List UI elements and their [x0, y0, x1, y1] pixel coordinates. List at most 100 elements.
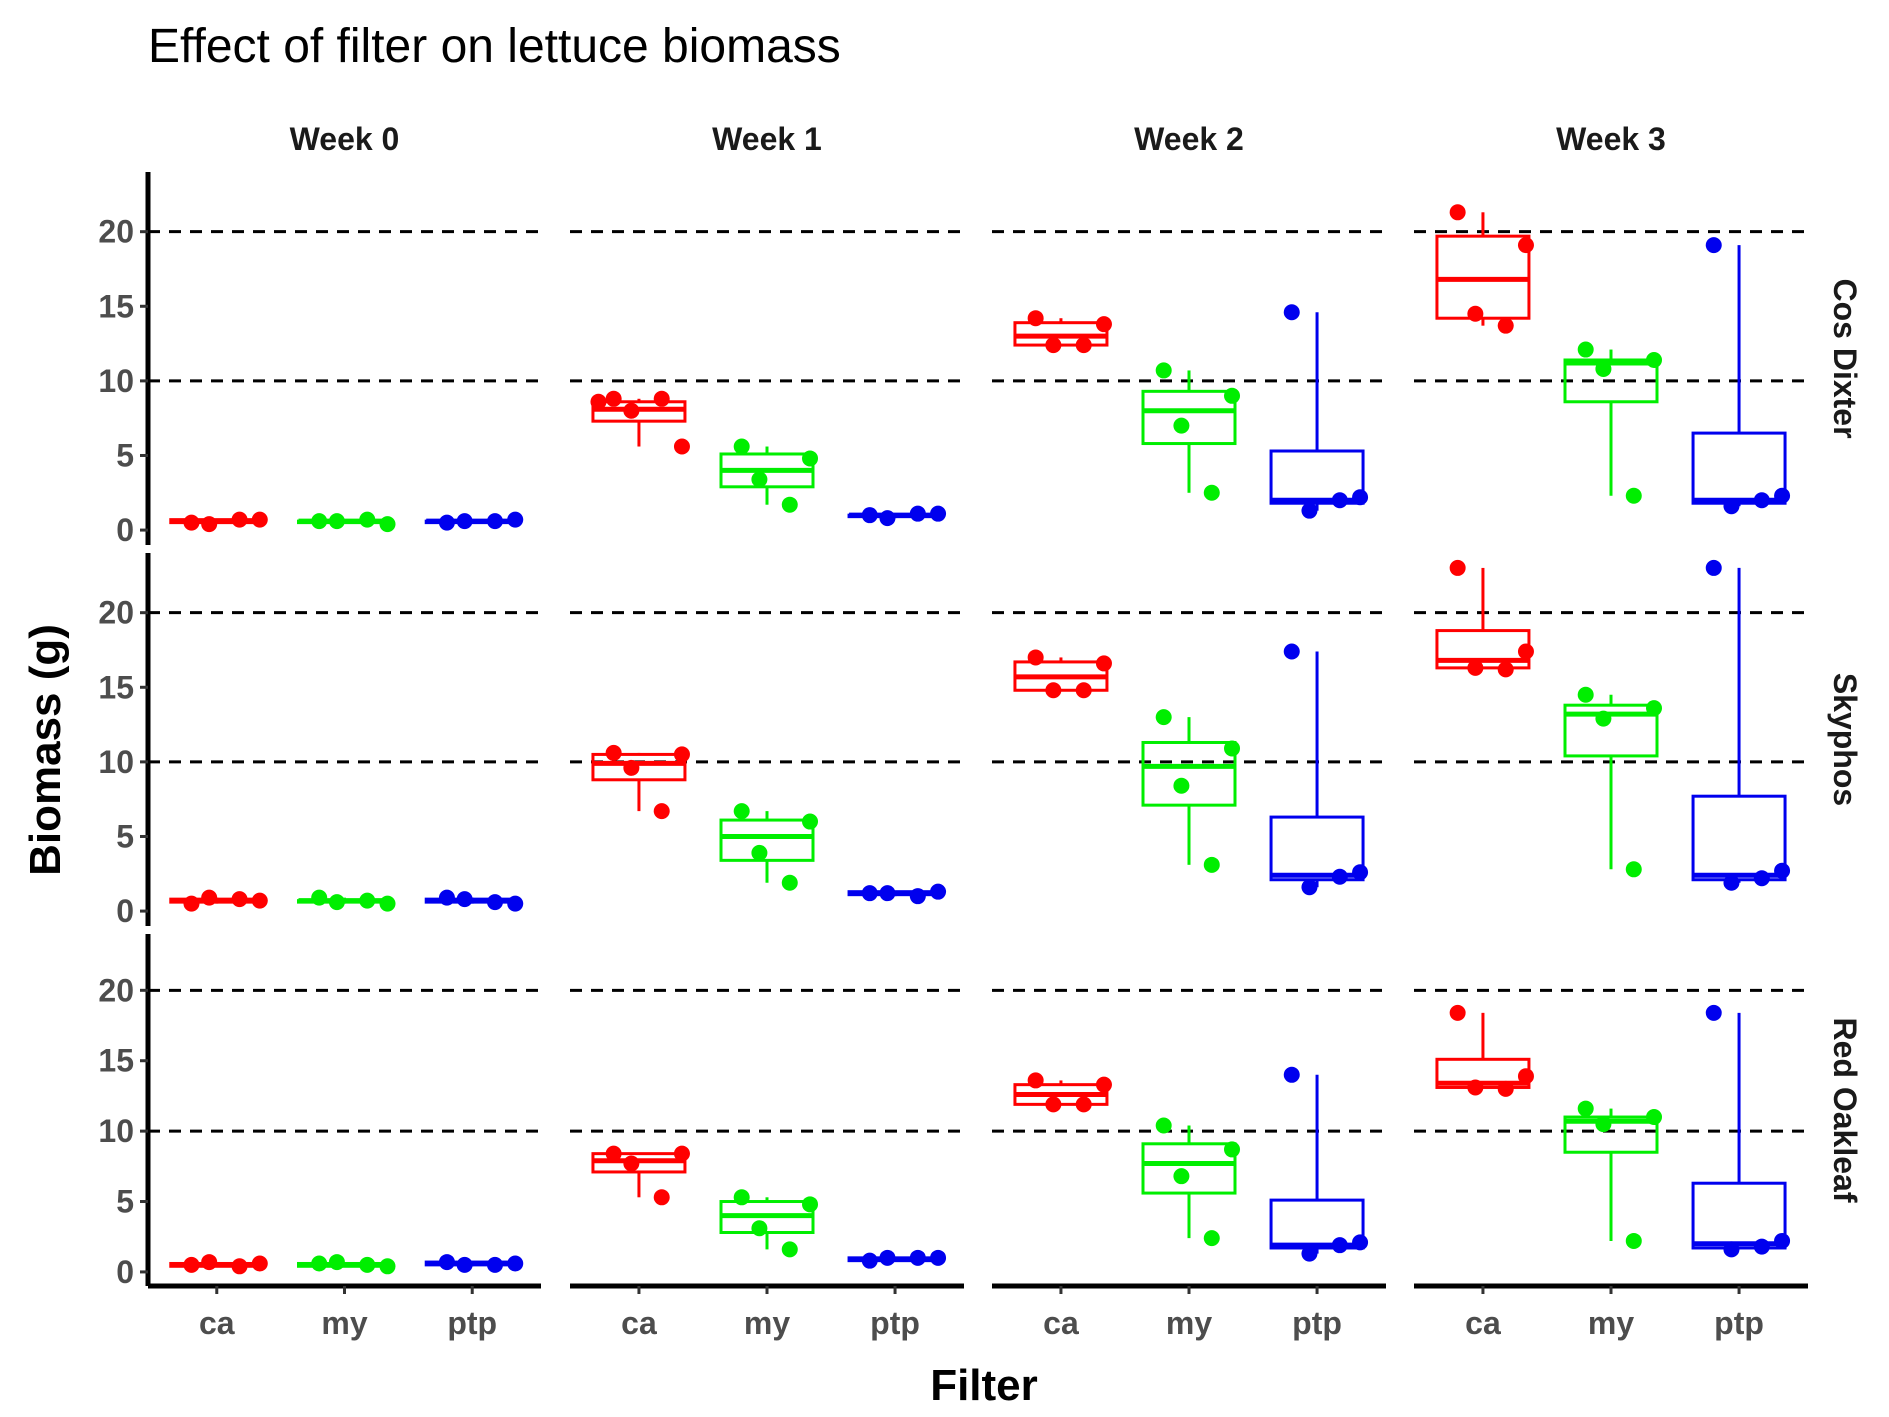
box-my: [1563, 358, 1659, 404]
chart-title: Effect of filter on lettuce biomass: [148, 20, 841, 73]
data-point: [1753, 870, 1770, 887]
data-point: [802, 450, 819, 467]
data-point: [1283, 643, 1300, 660]
data-point: [1203, 484, 1220, 501]
data-point: [623, 1155, 640, 1172]
box-my: [1141, 1142, 1237, 1195]
data-point: [507, 895, 524, 912]
data-point: [1283, 1066, 1300, 1083]
data-point: [930, 1249, 947, 1266]
facet-strip-row: Cos Dixter: [1827, 278, 1863, 438]
data-point: [930, 883, 947, 900]
data-point: [605, 390, 622, 407]
data-point: [359, 892, 376, 909]
data-point: [861, 507, 878, 524]
facet-strip-row: Red Oakleaf: [1827, 1018, 1863, 1203]
data-point: [1517, 643, 1534, 660]
data-point: [1723, 1241, 1740, 1258]
data-point: [1173, 1168, 1190, 1185]
data-point: [379, 1258, 396, 1275]
data-point: [201, 1254, 218, 1271]
data-point: [1203, 856, 1220, 873]
data-point: [751, 844, 768, 861]
data-point: [930, 505, 947, 522]
data-point: [456, 513, 473, 530]
y-tick-label: 0: [116, 512, 134, 548]
data-point: [1577, 686, 1594, 703]
data-point: [486, 513, 503, 530]
data-point: [1625, 1232, 1642, 1249]
data-point: [456, 891, 473, 908]
x-tick-label: ptp: [870, 1305, 920, 1341]
data-point: [909, 888, 926, 905]
data-point: [1095, 316, 1112, 333]
x-axis-label: Filter: [930, 1361, 1038, 1410]
data-point: [486, 1256, 503, 1273]
data-point: [751, 471, 768, 488]
data-point: [1352, 864, 1369, 881]
data-point: [1095, 655, 1112, 672]
data-point: [379, 516, 396, 533]
x-tick-label: my: [1588, 1305, 1634, 1341]
data-point: [251, 892, 268, 909]
y-tick-label: 15: [98, 1043, 134, 1079]
x-tick-label: ca: [199, 1305, 235, 1341]
y-tick-label: 20: [98, 595, 134, 631]
data-point: [781, 874, 798, 891]
data-point: [1705, 559, 1722, 576]
box-ptp: [1691, 794, 1787, 882]
data-point: [1301, 879, 1318, 896]
y-axis-label: Biomass (g): [21, 624, 70, 876]
data-point: [1467, 659, 1484, 676]
data-point: [1075, 682, 1092, 699]
data-point: [653, 390, 670, 407]
y-tick-label: 0: [116, 893, 134, 929]
data-point: [1045, 1096, 1062, 1113]
data-point: [861, 1252, 878, 1269]
data-point: [507, 511, 524, 528]
data-point: [231, 511, 248, 528]
y-tick-label: 0: [116, 1254, 134, 1290]
data-point: [879, 885, 896, 902]
data-point: [311, 513, 328, 530]
box-ptp: [1691, 1181, 1787, 1250]
data-point: [751, 1220, 768, 1237]
data-point: [590, 393, 607, 410]
y-tick-label: 10: [98, 363, 134, 399]
data-point: [1577, 341, 1594, 358]
data-point: [1517, 237, 1534, 254]
y-tick-label: 15: [98, 669, 134, 705]
data-point: [909, 1249, 926, 1266]
x-tick-label: my: [1166, 1305, 1212, 1341]
box-ptp: [1269, 1198, 1365, 1250]
data-point: [1045, 337, 1062, 354]
data-point: [879, 1249, 896, 1266]
y-tick-label: 5: [116, 437, 134, 473]
data-point: [1646, 1109, 1663, 1126]
data-point: [879, 510, 896, 527]
facet-strip-column: Week 1: [712, 121, 822, 157]
data-point: [1753, 1238, 1770, 1255]
data-point: [1075, 1096, 1092, 1113]
data-point: [1577, 1100, 1594, 1117]
data-point: [1301, 1245, 1318, 1262]
box-ptp: [1691, 431, 1787, 505]
data-point: [1331, 868, 1348, 885]
data-point: [251, 511, 268, 528]
data-point: [1595, 1116, 1612, 1133]
data-point: [733, 803, 750, 820]
x-tick-label: ca: [1465, 1305, 1501, 1341]
y-tick-label: 5: [116, 1184, 134, 1220]
data-point: [1075, 337, 1092, 354]
data-point: [328, 894, 345, 911]
y-tick-label: 10: [98, 744, 134, 780]
data-point: [231, 891, 248, 908]
x-tick-label: ptp: [447, 1305, 497, 1341]
data-point: [623, 759, 640, 776]
box-my: [1563, 1115, 1659, 1154]
box-ca: [591, 752, 687, 782]
data-point: [1095, 1076, 1112, 1093]
data-point: [1449, 1004, 1466, 1021]
data-point: [1173, 777, 1190, 794]
